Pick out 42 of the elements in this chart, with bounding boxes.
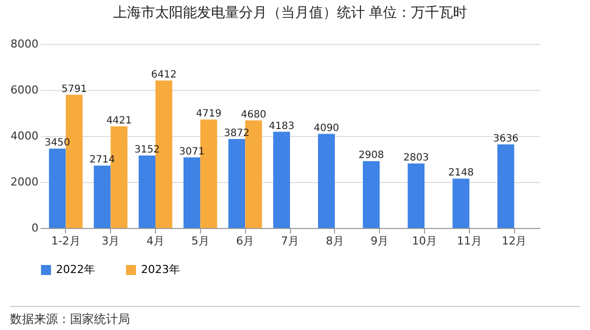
- bar: [228, 138, 246, 228]
- x-tick-label: 1-2月: [51, 234, 80, 248]
- x-tick-label: 4月: [146, 234, 164, 248]
- x-tick-label: 5月: [191, 234, 210, 248]
- data-label: 4421: [106, 115, 132, 126]
- data-label: 2148: [448, 168, 474, 179]
- bar: [408, 164, 425, 228]
- bar: [48, 148, 66, 228]
- y-tick-label: 2000: [10, 176, 38, 188]
- x-tick-label: 3月: [102, 234, 120, 248]
- data-label: 4680: [240, 109, 266, 120]
- x-tick-label: 12月: [502, 234, 527, 248]
- y-tick-label: 8000: [10, 38, 38, 50]
- bar: [452, 178, 470, 228]
- bar: [184, 157, 200, 228]
- bar: [94, 166, 111, 228]
- data-label: 4719: [196, 108, 222, 120]
- y-tick-label: 0: [32, 222, 38, 234]
- x-tick-label: 7月: [281, 234, 299, 248]
- x-tick-label: 9月: [370, 234, 389, 248]
- y-tick-label: 6000: [10, 84, 38, 96]
- chart-title: 上海市太阳能发电量分月（当月值）统计 单位：万千瓦时: [112, 5, 468, 21]
- source-note: 数据来源：国家统计局: [10, 306, 580, 328]
- data-label: 4183: [268, 120, 294, 132]
- x-tick-label: 8月: [326, 234, 344, 248]
- x-tick-label: 10月: [412, 234, 438, 248]
- data-label: 6412: [151, 70, 177, 81]
- x-tick-label: 6月: [236, 234, 254, 248]
- y-tick-label: 4000: [10, 130, 38, 142]
- bar: [138, 156, 156, 228]
- bar: [273, 132, 290, 228]
- x-tick-label: 11月: [456, 234, 482, 248]
- legend-label: 2023年: [141, 263, 180, 276]
- data-label: 3636: [493, 133, 519, 144]
- data-label: 2908: [358, 150, 384, 162]
- legend-label: 2022年: [56, 263, 95, 276]
- data-label: 4090: [314, 122, 340, 134]
- bar: [362, 161, 380, 228]
- bar: [318, 134, 335, 228]
- data-label: 2803: [403, 152, 429, 164]
- bar: [497, 144, 514, 228]
- data-label: 5791: [61, 84, 87, 95]
